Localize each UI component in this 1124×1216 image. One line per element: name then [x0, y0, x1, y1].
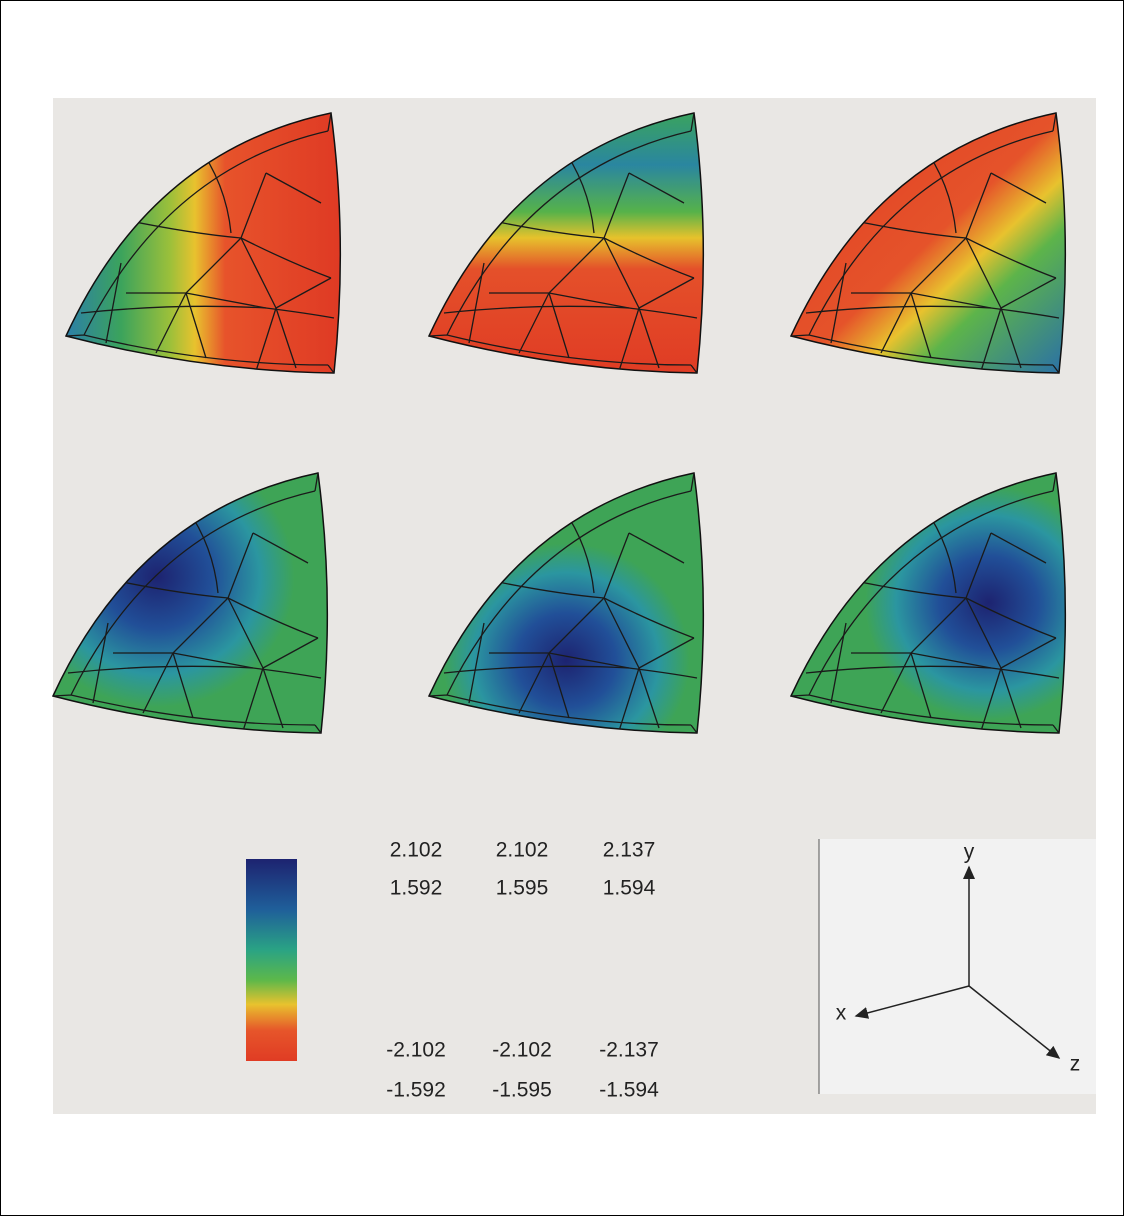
x-axis-arrow — [854, 985, 970, 1019]
axes-inset — [819, 839, 1096, 1094]
value-label: 1.595 — [496, 877, 549, 900]
colorbar — [246, 859, 297, 1061]
value-label: 2.102 — [390, 839, 443, 862]
z-axis-arrow — [968, 985, 1061, 1059]
value-label: -1.594 — [599, 1079, 659, 1102]
value-label: 1.594 — [603, 877, 656, 900]
value-label: -1.595 — [492, 1079, 552, 1102]
value-label: -1.592 — [386, 1079, 446, 1102]
value-label: -2.102 — [386, 1039, 446, 1062]
axis-label: y — [964, 841, 975, 864]
value-label: 2.137 — [603, 839, 656, 862]
axis-label: x — [836, 1002, 847, 1025]
value-label: 2.102 — [496, 839, 549, 862]
value-label: 1.592 — [390, 877, 443, 900]
axis-label: z — [1070, 1053, 1081, 1076]
value-label: -2.102 — [492, 1039, 552, 1062]
value-labels: 2.102 2.102 2.137 1.592 1.595 1.594 -2.102 -2.1… — [386, 839, 659, 1102]
value-label: -2.137 — [599, 1039, 659, 1062]
